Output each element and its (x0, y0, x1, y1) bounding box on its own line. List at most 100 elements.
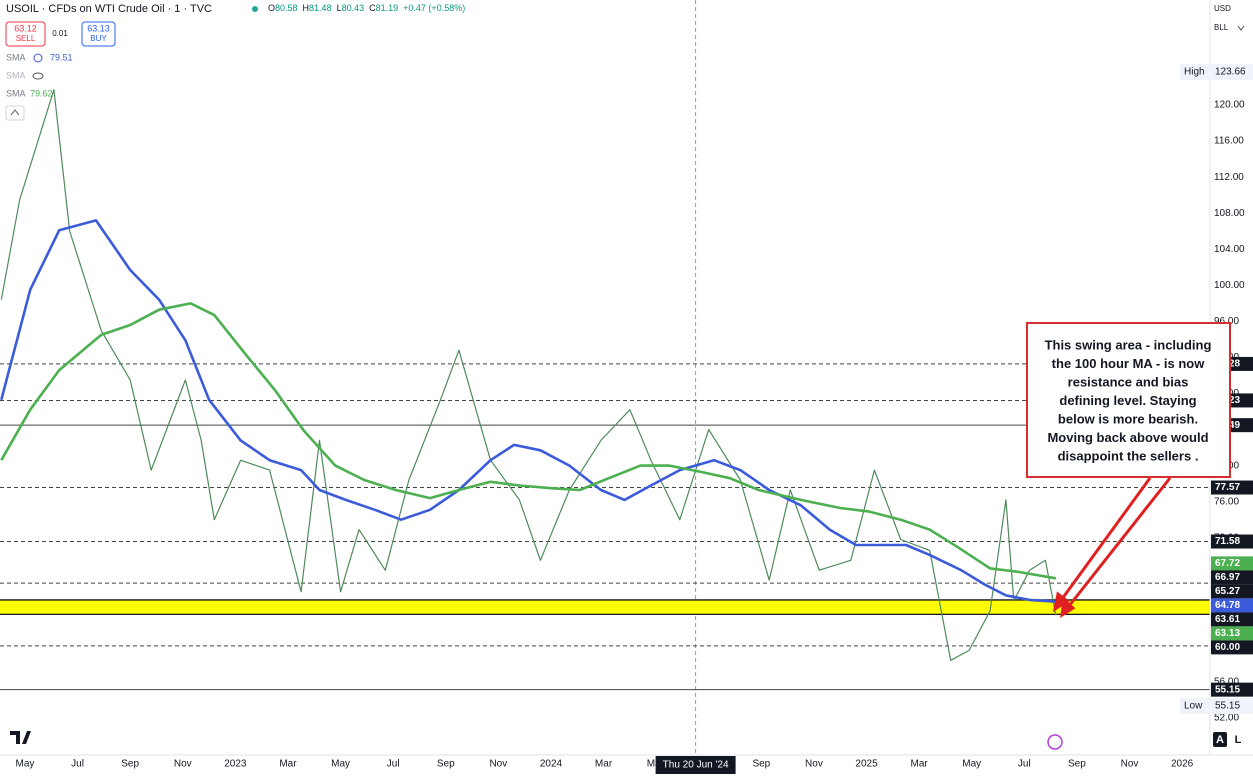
arrow (1067, 477, 1172, 607)
low-label: Low (1184, 701, 1203, 712)
swing-area (0, 599, 1210, 615)
buy-label: BUY (90, 34, 107, 43)
ohlc-value: 81.48 (309, 3, 332, 13)
price-label-box (1211, 480, 1253, 495)
annotation-arrows (1052, 477, 1172, 618)
price-label-box (1211, 556, 1253, 571)
y-tick-label: 104.00 (1214, 244, 1245, 255)
crosshair-label: Thu 20 Jun '24 (663, 760, 729, 771)
indicator-name: SMA (6, 52, 26, 62)
y-tick-label: 120.00 (1214, 100, 1245, 111)
y-tick-label: 100.00 (1214, 280, 1245, 291)
series-line (0, 219, 1056, 603)
unit: BLL (1214, 23, 1229, 32)
levels-layer (0, 363, 1210, 691)
indicator-value: 79.62 (30, 88, 53, 98)
buy-button[interactable] (81, 21, 116, 47)
annotation-line: Moving back above would (1047, 430, 1208, 445)
x-tick-label: 2023 (224, 759, 247, 770)
indicator-icon[interactable] (33, 53, 43, 63)
price-label: 64.78 (1215, 600, 1240, 611)
y-tick-label: 52.00 (1214, 713, 1239, 724)
x-tick-label: 2025 (855, 759, 878, 770)
x-axis: May Jul Sep Nov 2023 Mar May Jul Sep Nov 2024 Mar Ma… (16, 732, 1242, 774)
annotation-text: This swing area - including the 100 hour … (1045, 337, 1212, 463)
series-layer (0, 89, 1057, 661)
x-tick-label: Sep (437, 759, 455, 770)
price-label: 55.15 (1215, 684, 1240, 695)
axis-button[interactable]: A (1216, 734, 1224, 746)
arrow-head (1052, 591, 1070, 613)
x-tick-label: Sep (752, 759, 770, 770)
price-label-box (1211, 584, 1253, 599)
sell-button[interactable] (5, 21, 46, 47)
price-label-box (1211, 640, 1253, 655)
price-label: 63.61 (1215, 614, 1240, 625)
x-tick-label: Mar (911, 759, 929, 770)
collapse-icon (10, 109, 20, 116)
x-tick-label: Nov (1121, 759, 1139, 770)
symbol: USOIL · CFDs on WTI Crude Oil · 1 · TVC (6, 3, 212, 15)
price-label-box (1211, 570, 1253, 585)
x-tick-label: Nov (805, 759, 823, 770)
high-value: 123.66 (1215, 67, 1246, 78)
x-tick-label: May (962, 759, 981, 770)
x-tick-label: May (331, 759, 350, 770)
unit-dropdown[interactable] (1237, 25, 1245, 31)
annotation-line: This swing area - including (1045, 337, 1212, 352)
price-label-box (1211, 598, 1253, 613)
y-tick-label: 96.00 (1214, 316, 1239, 327)
annotation-line: disappoint the sellers . (1058, 448, 1199, 463)
collapse-button[interactable] (5, 105, 25, 121)
hidden-icon[interactable] (32, 72, 44, 80)
status-dot (252, 6, 258, 12)
annotation-line: below is more bearish. (1058, 411, 1198, 426)
y-tick-label: 108.00 (1214, 208, 1245, 219)
spread: 0.01 (52, 29, 68, 38)
x-tick-label: Jul (1018, 759, 1031, 770)
price-label: 65.27 (1215, 586, 1240, 597)
swing-area-layer (0, 599, 1210, 616)
annotation-line: defining level. Staying (1059, 393, 1196, 408)
x-tick-label: Sep (1068, 759, 1086, 770)
sell-price: 63.12 (14, 23, 37, 33)
x-tick-label: 2026 (1171, 759, 1194, 770)
price-label: 67.72 (1215, 558, 1240, 569)
crosshair-label-box (655, 756, 736, 774)
indicator-value: 79.51 (50, 52, 73, 62)
arrow-head (1060, 597, 1076, 618)
axis-button-bg[interactable] (1213, 732, 1227, 747)
x-tick-label: Nov (489, 759, 507, 770)
series-line (0, 89, 1057, 661)
price-label: 66.97 (1215, 572, 1240, 583)
x-tick-label: Sep (121, 759, 139, 770)
replay-icon[interactable] (1047, 734, 1063, 750)
ohlc-key: C (369, 3, 376, 13)
annotation-line: the 100 hour MA - is now (1052, 356, 1206, 371)
x-tick-label: Mar (279, 759, 297, 770)
x-tick-label: May (16, 759, 35, 770)
annotation-line: resistance and bias (1068, 374, 1189, 389)
arrow (1060, 477, 1152, 600)
x-tick-label: Jul (71, 759, 84, 770)
high-label: High (1184, 67, 1205, 78)
y-tick-label: 56.00 (1214, 677, 1239, 688)
x-tick-label: Jul (387, 759, 400, 770)
y-tick-label: 76.00 (1214, 496, 1239, 507)
ohlc-value: 80.58 (275, 3, 298, 13)
ohlc-value: 81.19 (376, 3, 399, 13)
ohlc-key: O (268, 3, 275, 13)
price-label-box (1211, 612, 1253, 627)
price-label-box (1211, 682, 1253, 697)
series-line (0, 302, 1057, 580)
currency: USD (1214, 4, 1231, 13)
axis-button[interactable]: L (1235, 734, 1242, 746)
price-label: 77.57 (1215, 482, 1240, 493)
x-tick-label: Nov (174, 759, 192, 770)
x-tick-label: 2024 (540, 759, 563, 770)
price-label: 60.00 (1215, 642, 1240, 653)
buy-price: 63.13 (87, 23, 110, 33)
y-tick-label: 116.00 (1214, 136, 1244, 147)
high-box (1180, 64, 1253, 80)
